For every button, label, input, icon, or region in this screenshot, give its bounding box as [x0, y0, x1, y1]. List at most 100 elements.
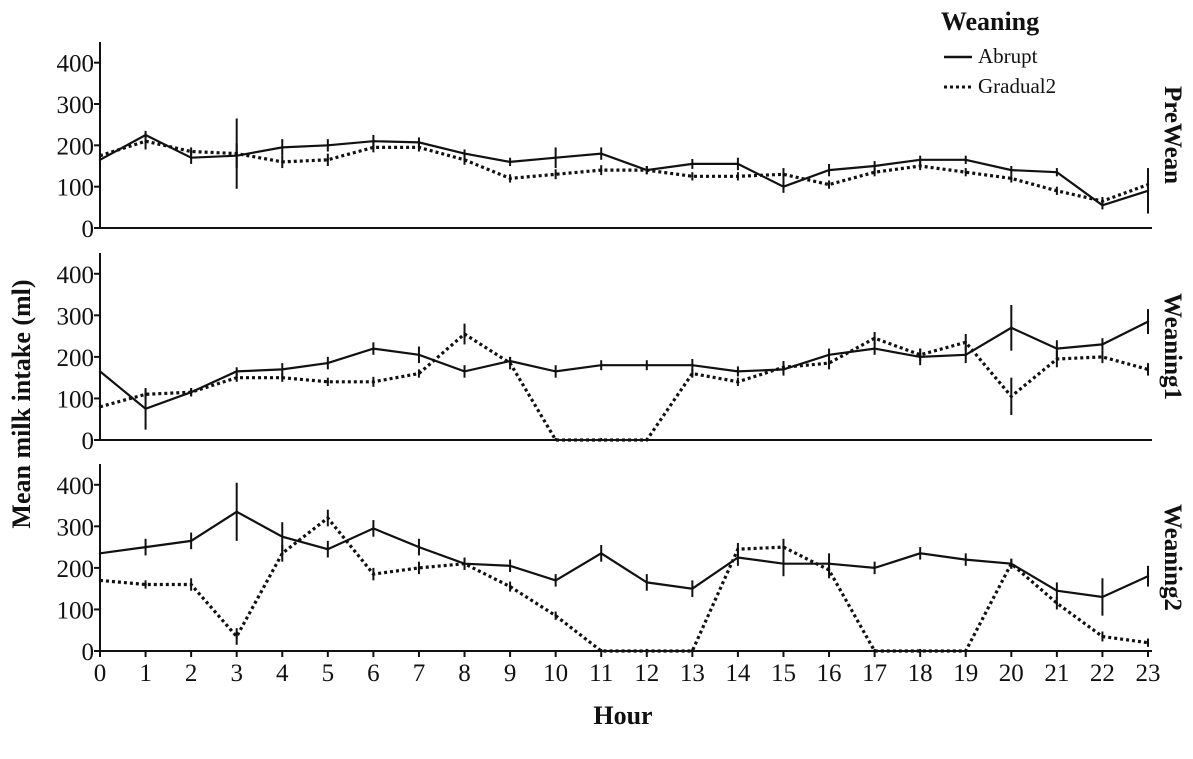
x-tick-label: 0: [94, 660, 107, 687]
data-point: [645, 581, 648, 584]
data-point: [645, 168, 648, 172]
data-point: [508, 160, 512, 164]
data-point: [645, 364, 648, 367]
y-tick-label: 0: [82, 216, 95, 243]
data-point: [782, 545, 785, 549]
x-tick-label: 10: [543, 660, 568, 687]
data-point: [1010, 168, 1013, 172]
y-tick-label: 200: [57, 345, 95, 372]
data-point: [1101, 635, 1104, 638]
chart-panels: 0 100 200 300 400 PreWean 0 100 200 300 400 Weaning…: [57, 42, 1186, 666]
data-point: [600, 364, 603, 367]
y-tick-label: 200: [57, 556, 95, 583]
data-point: [98, 154, 102, 157]
data-point: [372, 380, 375, 384]
data-point: [691, 364, 694, 367]
data-point: [281, 160, 284, 164]
data-point: [1010, 562, 1013, 565]
data-point: [782, 185, 785, 188]
data-point: [372, 146, 375, 149]
data-point: [782, 562, 785, 565]
series-line: [99, 510, 1149, 599]
data-point: [417, 566, 421, 570]
data-point: [873, 347, 876, 350]
data-point: [144, 407, 147, 411]
data-point: [691, 372, 694, 375]
x-tick-label: 17: [862, 660, 887, 687]
x-tick-label: 23: [1136, 660, 1161, 687]
x-tick-label: 18: [908, 660, 933, 687]
data-point: [326, 516, 330, 520]
data-point: [235, 370, 238, 373]
data-point: [326, 380, 330, 384]
y-tick-label: 400: [57, 473, 95, 500]
x-tick-label: 20: [999, 660, 1024, 687]
series-gradual2: [98, 323, 1150, 442]
data-point: [372, 527, 375, 530]
data-point: [1101, 595, 1104, 599]
data-point: [463, 370, 466, 373]
data-point: [144, 583, 147, 586]
data-point: [326, 158, 330, 161]
data-point: [827, 361, 831, 365]
x-tick-label: 3: [230, 660, 243, 687]
data-point: [463, 332, 466, 336]
panel-label: Weaning2: [1159, 504, 1186, 611]
data-point: [782, 366, 785, 369]
data-point: [235, 376, 238, 379]
data-point: [508, 585, 512, 588]
panel-weaning1: 0 100 200 300 400 Weaning1: [57, 253, 1186, 455]
series-line: [99, 139, 1149, 203]
x-tick-label: 11: [589, 660, 613, 687]
data-point: [417, 353, 421, 357]
x-tick-label: 16: [817, 660, 842, 687]
x-tick-label: 8: [458, 660, 471, 687]
data-point: [1146, 368, 1150, 371]
data-point: [600, 152, 603, 155]
data-point: [782, 173, 785, 176]
y-tick-label: 100: [57, 597, 95, 624]
x-tick-label: 19: [953, 660, 978, 687]
legend-abrupt-label: Abrupt: [978, 44, 1038, 68]
data-point: [600, 552, 603, 555]
legend-title: Weaning: [941, 7, 1039, 36]
data-point: [98, 405, 102, 408]
x-tick-label: 6: [367, 660, 380, 687]
data-point: [554, 579, 557, 582]
x-tick-label: 1: [139, 660, 152, 687]
y-tick-label: 0: [82, 639, 95, 666]
data-point: [417, 141, 421, 144]
data-point: [918, 353, 922, 357]
x-tick-label: 12: [634, 660, 659, 687]
data-point: [918, 158, 922, 161]
data-point: [372, 572, 375, 576]
data-point: [1146, 320, 1150, 323]
data-point: [600, 438, 603, 442]
data-point: [463, 562, 466, 565]
data-point: [918, 552, 922, 555]
data-point: [1055, 347, 1059, 350]
data-point: [827, 353, 831, 357]
data-point: [827, 568, 831, 572]
x-axis: 0 1 2 3 4 5 6 7 8 9 10 11 12 13 14 15 16 17 18 19 20 21 22 23: [94, 651, 1161, 687]
data-point: [964, 353, 967, 357]
data-point: [417, 372, 421, 375]
data-point: [463, 158, 466, 161]
panel-label: PreWean: [1159, 86, 1186, 184]
data-point: [1055, 189, 1059, 192]
data-point: [1101, 343, 1104, 346]
data-point: [189, 583, 193, 586]
data-point: [326, 547, 330, 551]
data-point: [463, 152, 466, 155]
data-point: [235, 510, 238, 513]
data-point: [1055, 589, 1059, 592]
series-line: [99, 332, 1149, 442]
y-axis-title: Mean milk intake (ml): [7, 279, 36, 528]
series-abrupt: [98, 482, 1150, 616]
x-tick-label: 21: [1044, 660, 1069, 687]
x-tick-label: 14: [725, 660, 751, 687]
data-point: [827, 183, 831, 186]
data-point: [417, 146, 421, 149]
x-tick-label: 7: [413, 660, 426, 687]
data-point: [554, 370, 557, 373]
